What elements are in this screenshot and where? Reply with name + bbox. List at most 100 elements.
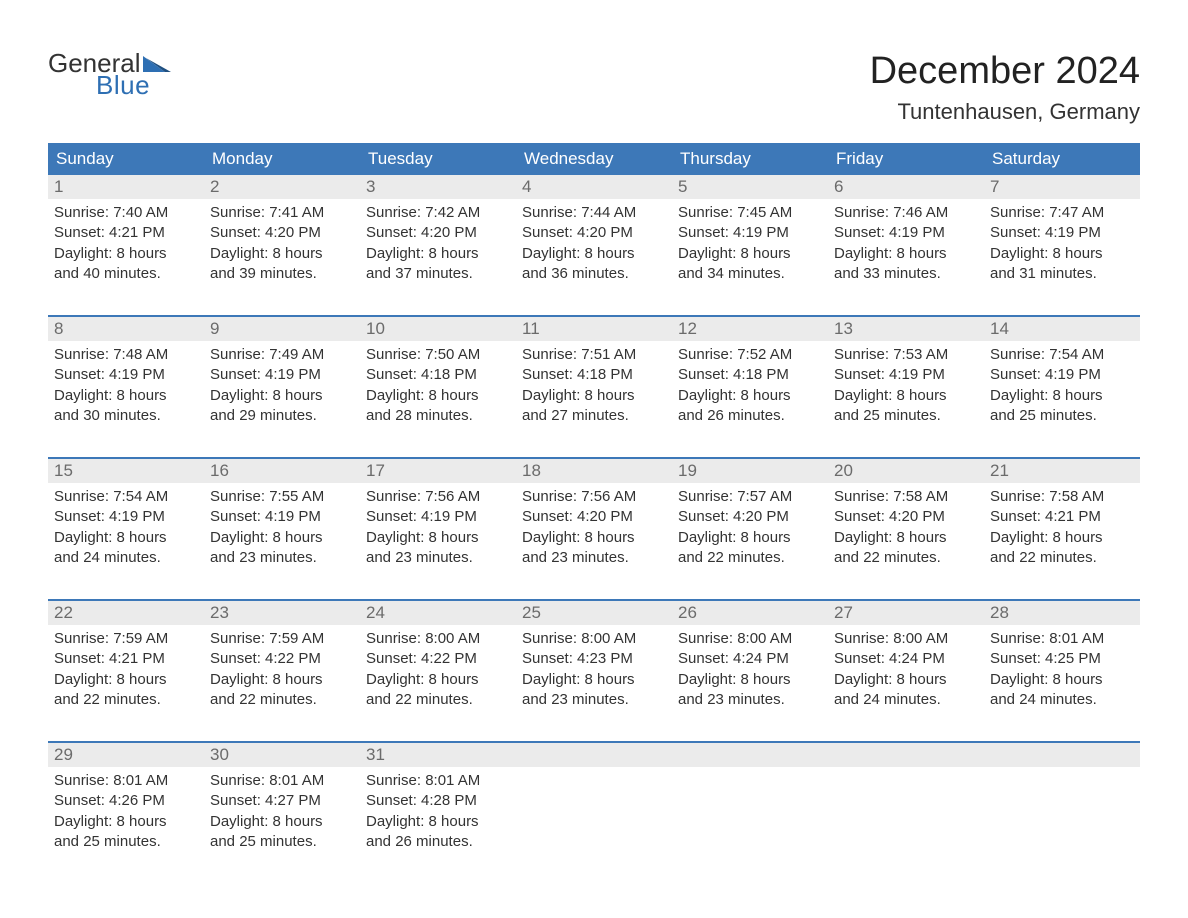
day-number: 7: [984, 175, 1140, 199]
sunset-text: Sunset: 4:19 PM: [990, 365, 1134, 385]
day-content: Sunrise: 7:56 AMSunset: 4:20 PMDaylight:…: [516, 483, 672, 576]
sunset-text: Sunset: 4:19 PM: [210, 365, 354, 385]
day-content: Sunrise: 8:00 AMSunset: 4:24 PMDaylight:…: [672, 625, 828, 718]
sunrise-text: Sunrise: 7:48 AM: [54, 345, 198, 365]
day-content: Sunrise: 7:58 AMSunset: 4:21 PMDaylight:…: [984, 483, 1140, 576]
day-cell: 2Sunrise: 7:41 AMSunset: 4:20 PMDaylight…: [204, 175, 360, 301]
day-number: 16: [204, 459, 360, 483]
sunrise-text: Sunrise: 7:52 AM: [678, 345, 822, 365]
month-title: December 2024: [870, 50, 1140, 93]
daylight-line2: and 23 minutes.: [522, 690, 666, 710]
sunset-text: Sunset: 4:20 PM: [366, 223, 510, 243]
sunrise-text: Sunrise: 7:50 AM: [366, 345, 510, 365]
day-number: 30: [204, 743, 360, 767]
weekday-header: Tuesday: [360, 143, 516, 175]
sunrise-text: Sunrise: 8:01 AM: [54, 771, 198, 791]
daylight-line1: Daylight: 8 hours: [210, 670, 354, 690]
day-cell: 21Sunrise: 7:58 AMSunset: 4:21 PMDayligh…: [984, 459, 1140, 585]
day-cell: 15Sunrise: 7:54 AMSunset: 4:19 PMDayligh…: [48, 459, 204, 585]
daylight-line2: and 28 minutes.: [366, 406, 510, 426]
daylight-line1: Daylight: 8 hours: [522, 244, 666, 264]
day-number: 11: [516, 317, 672, 341]
day-number: 18: [516, 459, 672, 483]
sunrise-text: Sunrise: 7:46 AM: [834, 203, 978, 223]
sunset-text: Sunset: 4:21 PM: [990, 507, 1134, 527]
sunset-text: Sunset: 4:19 PM: [210, 507, 354, 527]
day-content: Sunrise: 8:01 AMSunset: 4:27 PMDaylight:…: [204, 767, 360, 860]
day-content: Sunrise: 7:56 AMSunset: 4:19 PMDaylight:…: [360, 483, 516, 576]
day-cell: 7Sunrise: 7:47 AMSunset: 4:19 PMDaylight…: [984, 175, 1140, 301]
week-row: 15Sunrise: 7:54 AMSunset: 4:19 PMDayligh…: [48, 457, 1140, 585]
daylight-line2: and 30 minutes.: [54, 406, 198, 426]
title-block: December 2024 Tuntenhausen, Germany: [870, 50, 1140, 125]
sunset-text: Sunset: 4:19 PM: [54, 365, 198, 385]
day-number: 27: [828, 601, 984, 625]
daylight-line1: Daylight: 8 hours: [54, 670, 198, 690]
logo: General Blue: [48, 50, 171, 98]
day-content: Sunrise: 8:00 AMSunset: 4:24 PMDaylight:…: [828, 625, 984, 718]
day-cell: 3Sunrise: 7:42 AMSunset: 4:20 PMDaylight…: [360, 175, 516, 301]
sunrise-text: Sunrise: 7:56 AM: [366, 487, 510, 507]
day-content: Sunrise: 7:54 AMSunset: 4:19 PMDaylight:…: [48, 483, 204, 576]
sunset-text: Sunset: 4:23 PM: [522, 649, 666, 669]
daylight-line1: Daylight: 8 hours: [522, 528, 666, 548]
daylight-line1: Daylight: 8 hours: [366, 244, 510, 264]
day-number: 12: [672, 317, 828, 341]
sunset-text: Sunset: 4:20 PM: [678, 507, 822, 527]
sunset-text: Sunset: 4:24 PM: [678, 649, 822, 669]
day-content: Sunrise: 7:54 AMSunset: 4:19 PMDaylight:…: [984, 341, 1140, 434]
weekday-header-row: Sunday Monday Tuesday Wednesday Thursday…: [48, 143, 1140, 175]
sunset-text: Sunset: 4:19 PM: [366, 507, 510, 527]
weeks-container: 1Sunrise: 7:40 AMSunset: 4:21 PMDaylight…: [48, 175, 1140, 869]
day-cell: 23Sunrise: 7:59 AMSunset: 4:22 PMDayligh…: [204, 601, 360, 727]
sunset-text: Sunset: 4:20 PM: [834, 507, 978, 527]
day-cell: 4Sunrise: 7:44 AMSunset: 4:20 PMDaylight…: [516, 175, 672, 301]
week-row: 29Sunrise: 8:01 AMSunset: 4:26 PMDayligh…: [48, 741, 1140, 869]
day-number: 15: [48, 459, 204, 483]
sunset-text: Sunset: 4:20 PM: [210, 223, 354, 243]
daylight-line1: Daylight: 8 hours: [522, 386, 666, 406]
day-content: Sunrise: 7:41 AMSunset: 4:20 PMDaylight:…: [204, 199, 360, 292]
sunrise-text: Sunrise: 7:45 AM: [678, 203, 822, 223]
day-content: Sunrise: 7:49 AMSunset: 4:19 PMDaylight:…: [204, 341, 360, 434]
day-content: Sunrise: 7:47 AMSunset: 4:19 PMDaylight:…: [984, 199, 1140, 292]
sunset-text: Sunset: 4:20 PM: [522, 507, 666, 527]
daylight-line1: Daylight: 8 hours: [54, 386, 198, 406]
day-cell: 12Sunrise: 7:52 AMSunset: 4:18 PMDayligh…: [672, 317, 828, 443]
daylight-line2: and 40 minutes.: [54, 264, 198, 284]
sunrise-text: Sunrise: 8:01 AM: [990, 629, 1134, 649]
day-cell: 5Sunrise: 7:45 AMSunset: 4:19 PMDaylight…: [672, 175, 828, 301]
weekday-header: Wednesday: [516, 143, 672, 175]
day-number: [984, 743, 1140, 767]
week-spacer: [48, 727, 1140, 741]
day-cell: 17Sunrise: 7:56 AMSunset: 4:19 PMDayligh…: [360, 459, 516, 585]
daylight-line1: Daylight: 8 hours: [210, 244, 354, 264]
daylight-line2: and 24 minutes.: [990, 690, 1134, 710]
daylight-line2: and 33 minutes.: [834, 264, 978, 284]
daylight-line2: and 23 minutes.: [210, 548, 354, 568]
day-number: 29: [48, 743, 204, 767]
daylight-line1: Daylight: 8 hours: [366, 670, 510, 690]
day-number: 21: [984, 459, 1140, 483]
day-content: Sunrise: 7:46 AMSunset: 4:19 PMDaylight:…: [828, 199, 984, 292]
sunrise-text: Sunrise: 7:54 AM: [54, 487, 198, 507]
day-content: Sunrise: 7:53 AMSunset: 4:19 PMDaylight:…: [828, 341, 984, 434]
day-number: 19: [672, 459, 828, 483]
sunrise-text: Sunrise: 8:01 AM: [210, 771, 354, 791]
daylight-line1: Daylight: 8 hours: [990, 528, 1134, 548]
day-number: 17: [360, 459, 516, 483]
daylight-line2: and 36 minutes.: [522, 264, 666, 284]
day-number: [516, 743, 672, 767]
day-content: Sunrise: 7:59 AMSunset: 4:21 PMDaylight:…: [48, 625, 204, 718]
daylight-line2: and 26 minutes.: [366, 832, 510, 852]
daylight-line1: Daylight: 8 hours: [990, 670, 1134, 690]
day-content: Sunrise: 7:52 AMSunset: 4:18 PMDaylight:…: [672, 341, 828, 434]
day-number: 20: [828, 459, 984, 483]
daylight-line2: and 25 minutes.: [834, 406, 978, 426]
day-content: Sunrise: 7:51 AMSunset: 4:18 PMDaylight:…: [516, 341, 672, 434]
day-content: [516, 767, 672, 779]
daylight-line2: and 37 minutes.: [366, 264, 510, 284]
day-content: Sunrise: 7:48 AMSunset: 4:19 PMDaylight:…: [48, 341, 204, 434]
day-cell: 25Sunrise: 8:00 AMSunset: 4:23 PMDayligh…: [516, 601, 672, 727]
sunrise-text: Sunrise: 7:59 AM: [210, 629, 354, 649]
